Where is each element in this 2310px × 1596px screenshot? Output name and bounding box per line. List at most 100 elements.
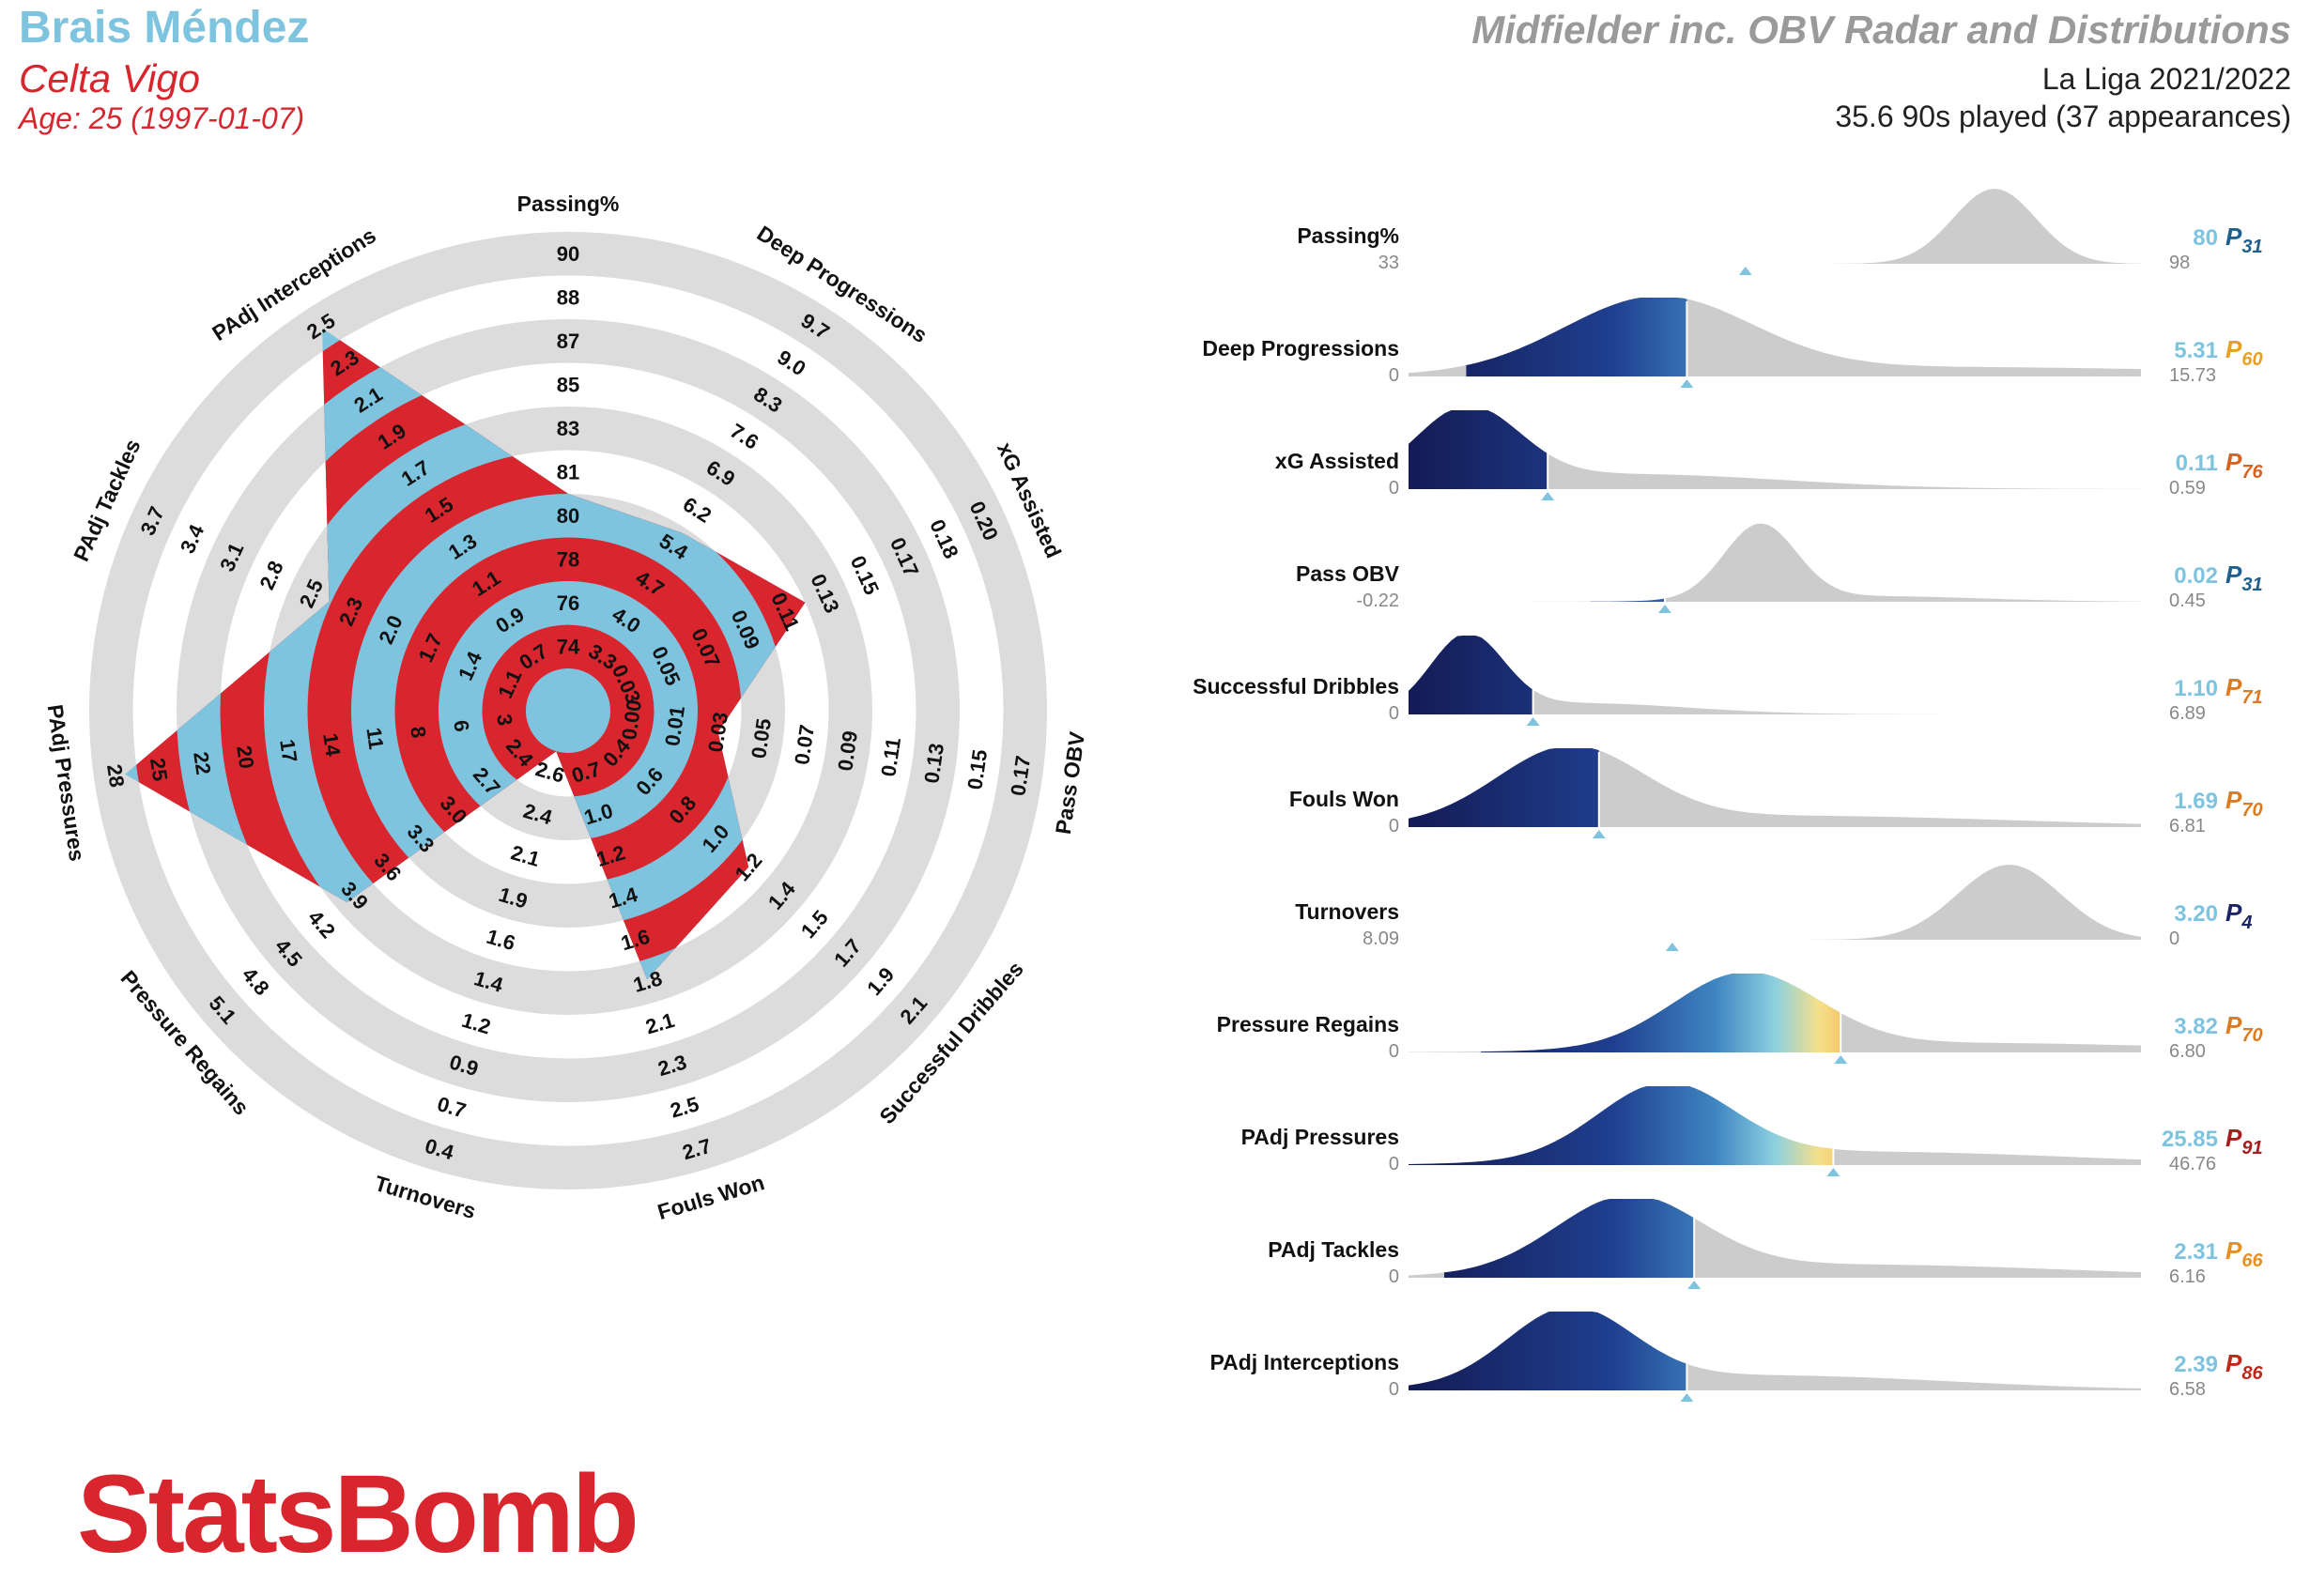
- metric-percentile: P4: [2225, 898, 2252, 933]
- distribution-curve: [1409, 189, 2141, 264]
- metric-min: 0: [1389, 1041, 1399, 1062]
- radar-tick-label: 22: [189, 750, 215, 776]
- metric-max: 0: [2169, 928, 2179, 949]
- metric-percentile: P60: [2225, 335, 2263, 370]
- metric-label: Pass OBV: [1296, 561, 1400, 586]
- radar-tick-label: 0.13: [919, 742, 948, 785]
- metric-label: Successful Dribbles: [1193, 674, 1399, 698]
- metric-value: 3.20: [2174, 901, 2218, 927]
- metric-label: PAdj Tackles: [1268, 1237, 1399, 1262]
- distribution-row: xG Assisted 0 0.590.11 P76: [1275, 410, 2263, 500]
- metric-value: 0.02: [2174, 563, 2218, 589]
- radar-tick-label: 8: [406, 725, 430, 740]
- metric-value: 2.39: [2174, 1352, 2218, 1377]
- value-marker: [1834, 1055, 1848, 1064]
- percentile-fill: [1409, 410, 1548, 489]
- radar-tick-label: 0.01: [660, 704, 689, 747]
- radar-tick-label: 0.03: [703, 711, 732, 754]
- player-band: [526, 668, 610, 753]
- metric-max: 6.58: [2169, 1379, 2206, 1400]
- minutes-played: 35.6 90s played (37 appearances): [1835, 100, 2291, 133]
- team-name: Celta Vigo: [19, 56, 201, 100]
- distribution-row: Deep Progressions 0 15.735.31 P60: [1202, 298, 2263, 388]
- radar-tick-label: 83: [557, 417, 579, 440]
- percentile-fill: [1409, 1312, 1687, 1390]
- metric-label: Deep Progressions: [1202, 336, 1399, 361]
- radar-tick-label: 0.15: [962, 748, 992, 791]
- metric-percentile: P70: [2225, 786, 2263, 821]
- radar-tick-label: 0.17: [1006, 754, 1035, 797]
- metric-label: PAdj Interceptions: [1210, 1350, 1400, 1374]
- chart-title: Midfielder inc. OBV Radar and Distributi…: [1471, 8, 2291, 52]
- distribution-row: Successful Dribbles 0 6.891.10 P71: [1193, 636, 2263, 726]
- metric-percentile: P31: [2225, 223, 2263, 257]
- player-name: Brais Méndez: [19, 3, 310, 53]
- metric-min: 0: [1389, 816, 1399, 836]
- radar-tick-label: 76: [557, 591, 579, 615]
- metric-value: 25.85: [2162, 1127, 2218, 1152]
- radar-tick-label: 0.09: [833, 729, 862, 773]
- metric-min: 0: [1389, 1154, 1399, 1174]
- distribution-row: PAdj Interceptions 0 6.582.39 P86: [1210, 1312, 2263, 1402]
- value-marker: [1826, 1168, 1840, 1176]
- value-marker: [1541, 492, 1555, 500]
- metric-min: 33: [1378, 253, 1399, 273]
- distribution-row: PAdj Tackles 0 6.162.31 P66: [1268, 1199, 2263, 1289]
- value-marker: [1680, 379, 1694, 388]
- metric-percentile: P31: [2225, 560, 2263, 595]
- metric-percentile: P91: [2225, 1124, 2263, 1159]
- metric-value: 3.82: [2174, 1014, 2218, 1039]
- radar-axis-label: Passing%: [517, 192, 620, 216]
- radar-tick-label: 0.07: [790, 723, 819, 766]
- metric-min: 0: [1389, 365, 1399, 386]
- metric-percentile: P86: [2225, 1349, 2263, 1384]
- metric-percentile: P70: [2225, 1011, 2263, 1046]
- radar-axis-label: PAdj Pressures: [43, 703, 90, 863]
- radar-tick-label: 81: [557, 460, 579, 483]
- radar-tick-label: 17: [275, 738, 301, 764]
- metric-min: 0: [1389, 1266, 1399, 1287]
- percentile-fill: [1409, 748, 1599, 827]
- metric-max: 0.45: [2169, 591, 2206, 611]
- statsbomb-logo: StatsBomb: [77, 1452, 639, 1576]
- metric-value: 5.31: [2174, 338, 2218, 363]
- metric-min: -0.22: [1356, 591, 1399, 611]
- metric-percentile: P76: [2225, 448, 2263, 483]
- radar-axis-label: Turnovers: [372, 1171, 479, 1223]
- value-marker: [1592, 830, 1606, 838]
- metric-min: 0: [1389, 1379, 1399, 1400]
- metric-min: 8.09: [1363, 928, 1399, 949]
- value-marker: [1680, 1393, 1694, 1402]
- metric-max: 6.80: [2169, 1041, 2206, 1062]
- percentile-fill: [1444, 1199, 1695, 1278]
- metric-label: Pressure Regains: [1217, 1012, 1399, 1036]
- radar-tick-label: 14: [318, 731, 345, 759]
- metric-label: xG Assisted: [1275, 449, 1399, 473]
- percentile-fill: [1481, 974, 1841, 1052]
- radar-chart: 74767880818385878890Passing%3.34.04.75.4…: [43, 192, 1090, 1224]
- metric-label: Fouls Won: [1289, 787, 1399, 811]
- metric-value: 80: [2193, 225, 2218, 251]
- league-season: La Liga 2021/2022: [2041, 62, 2291, 96]
- radar-tick-label: 78: [557, 547, 579, 571]
- metric-min: 0: [1389, 703, 1399, 724]
- metric-percentile: P66: [2225, 1236, 2263, 1271]
- value-marker: [1665, 943, 1679, 951]
- distribution-row: Fouls Won 0 6.811.69 P70: [1289, 748, 2263, 838]
- metric-value: 0.11: [2176, 451, 2218, 476]
- radar-tick-label: 88: [557, 285, 579, 309]
- metric-value: 1.10: [2174, 676, 2218, 701]
- distribution-row: Pressure Regains 0 6.803.82 P70: [1217, 974, 2263, 1064]
- metric-label: Turnovers: [1295, 899, 1399, 924]
- metric-max: 6.89: [2169, 703, 2206, 724]
- radar-tick-label: 11: [362, 726, 388, 751]
- value-marker: [1658, 605, 1671, 613]
- radar-tick-label: 0.05: [747, 717, 776, 760]
- percentile-fill: [1591, 598, 1665, 602]
- radar-tick-label: 25: [146, 757, 172, 783]
- distribution-row: Turnovers 8.09 03.20 P4: [1295, 865, 2252, 951]
- player-age: Age: 25 (1997-01-07): [19, 101, 305, 135]
- radar-tick-label: 28: [102, 762, 129, 789]
